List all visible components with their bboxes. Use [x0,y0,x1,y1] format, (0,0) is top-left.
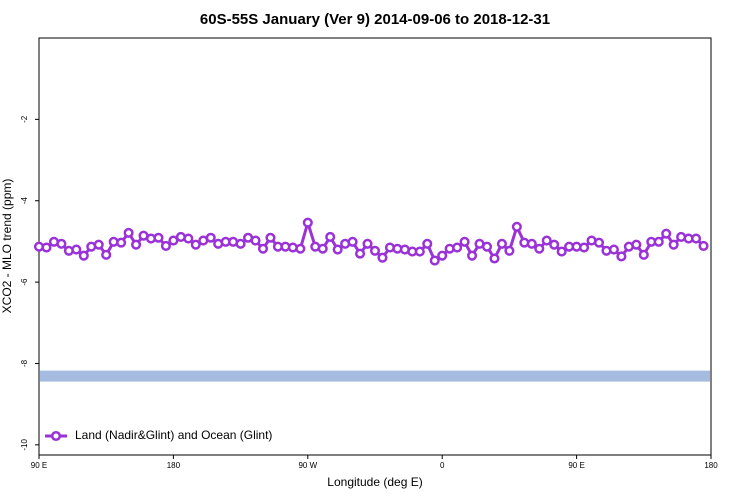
point [691,233,702,244]
point [250,235,261,246]
x-tick-label: 90 E [568,461,584,470]
x-tick-label: 0 [440,461,445,470]
point [616,251,627,262]
point [78,250,89,261]
point [295,243,306,254]
legend-label: Land (Nadir&Glint) and Ocean (Glint) [75,428,272,442]
point [325,231,336,242]
point [153,232,164,243]
point [190,239,201,250]
point [93,239,104,250]
x-tick-label: 180 [167,461,181,470]
point [71,244,82,255]
point [437,250,448,261]
point [183,233,194,244]
point [235,238,246,249]
point [496,238,507,249]
point [317,243,328,254]
point [549,239,560,250]
point [638,249,649,260]
chart-title: 60S-55S January (Ver 9) 2014-09-06 to 20… [200,11,550,28]
point [534,243,545,254]
point [168,235,179,246]
point [362,238,373,249]
point [332,244,343,255]
point [429,255,440,266]
point [377,252,388,263]
x-tick-label: 90 E [31,461,47,470]
point [101,249,112,260]
point [414,246,425,257]
point [698,240,709,251]
x-tick-label: 180 [704,461,718,470]
point [452,242,463,253]
point [511,221,522,232]
point [265,232,276,243]
point [489,253,500,264]
point [422,238,433,249]
point [355,248,366,259]
point [653,236,664,247]
point [302,217,313,228]
point [347,236,358,247]
point [257,243,269,254]
point [556,246,567,257]
point [56,238,67,249]
point [205,232,216,243]
y-axis-label: XCO2 - MLO trend (ppm) [0,179,14,314]
y-tick-label: -8 [20,359,29,367]
y-tick-label: -4 [20,197,29,205]
x-tick-label: 90 W [298,461,317,470]
y-tick-label: -10 [20,438,29,450]
point [481,241,493,252]
point [467,250,478,261]
point [369,245,381,256]
y-tick-label: -6 [20,278,29,286]
point [131,239,142,250]
point [123,227,134,238]
x-axis-label: Longitude (deg E) [327,475,422,489]
y-tick-label: -2 [20,115,29,123]
point [631,239,642,250]
point [668,239,679,250]
point [41,242,52,253]
point [526,238,537,249]
point [579,242,590,253]
point [593,237,605,248]
point [160,240,171,251]
point [116,237,127,248]
point [541,235,552,246]
legend-marker [50,430,62,442]
point [459,236,470,247]
point [661,228,672,239]
point [608,244,619,255]
point [504,245,515,256]
